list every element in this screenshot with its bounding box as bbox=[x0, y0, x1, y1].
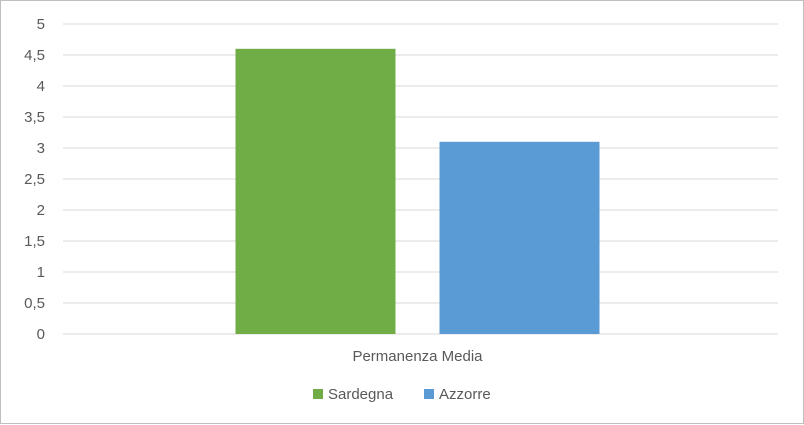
y-tick-label: 2,5 bbox=[24, 171, 45, 188]
y-tick-label: 4,5 bbox=[24, 47, 45, 64]
y-tick-label: 3,5 bbox=[24, 109, 45, 126]
y-tick-label: 0,5 bbox=[24, 295, 45, 312]
bar-azzorre bbox=[439, 141, 600, 334]
x-category-label: Permanenza Media bbox=[352, 348, 483, 365]
y-tick-label: 1,5 bbox=[24, 233, 45, 250]
y-tick-label: 3 bbox=[37, 140, 45, 157]
legend-swatch-sardegna bbox=[313, 389, 323, 399]
y-tick-label: 5 bbox=[37, 16, 45, 33]
y-axis-ticks: 0 0,5 1 1,5 2 2,5 3 3,5 4 4,5 5 bbox=[24, 16, 45, 343]
x-axis: Permanenza Media bbox=[352, 348, 483, 365]
y-tick-label: 2 bbox=[37, 202, 45, 219]
gridlines bbox=[63, 23, 778, 335]
legend: Sardegna Azzorre bbox=[313, 386, 491, 403]
y-tick-label: 1 bbox=[37, 264, 45, 281]
y-tick-label: 4 bbox=[37, 78, 45, 95]
legend-label-azzorre: Azzorre bbox=[439, 386, 491, 403]
legend-label-sardegna: Sardegna bbox=[328, 386, 394, 403]
bar-sardegna bbox=[235, 48, 396, 335]
y-tick-label: 0 bbox=[37, 326, 45, 343]
legend-swatch-azzorre bbox=[424, 389, 434, 399]
bars bbox=[235, 48, 600, 335]
